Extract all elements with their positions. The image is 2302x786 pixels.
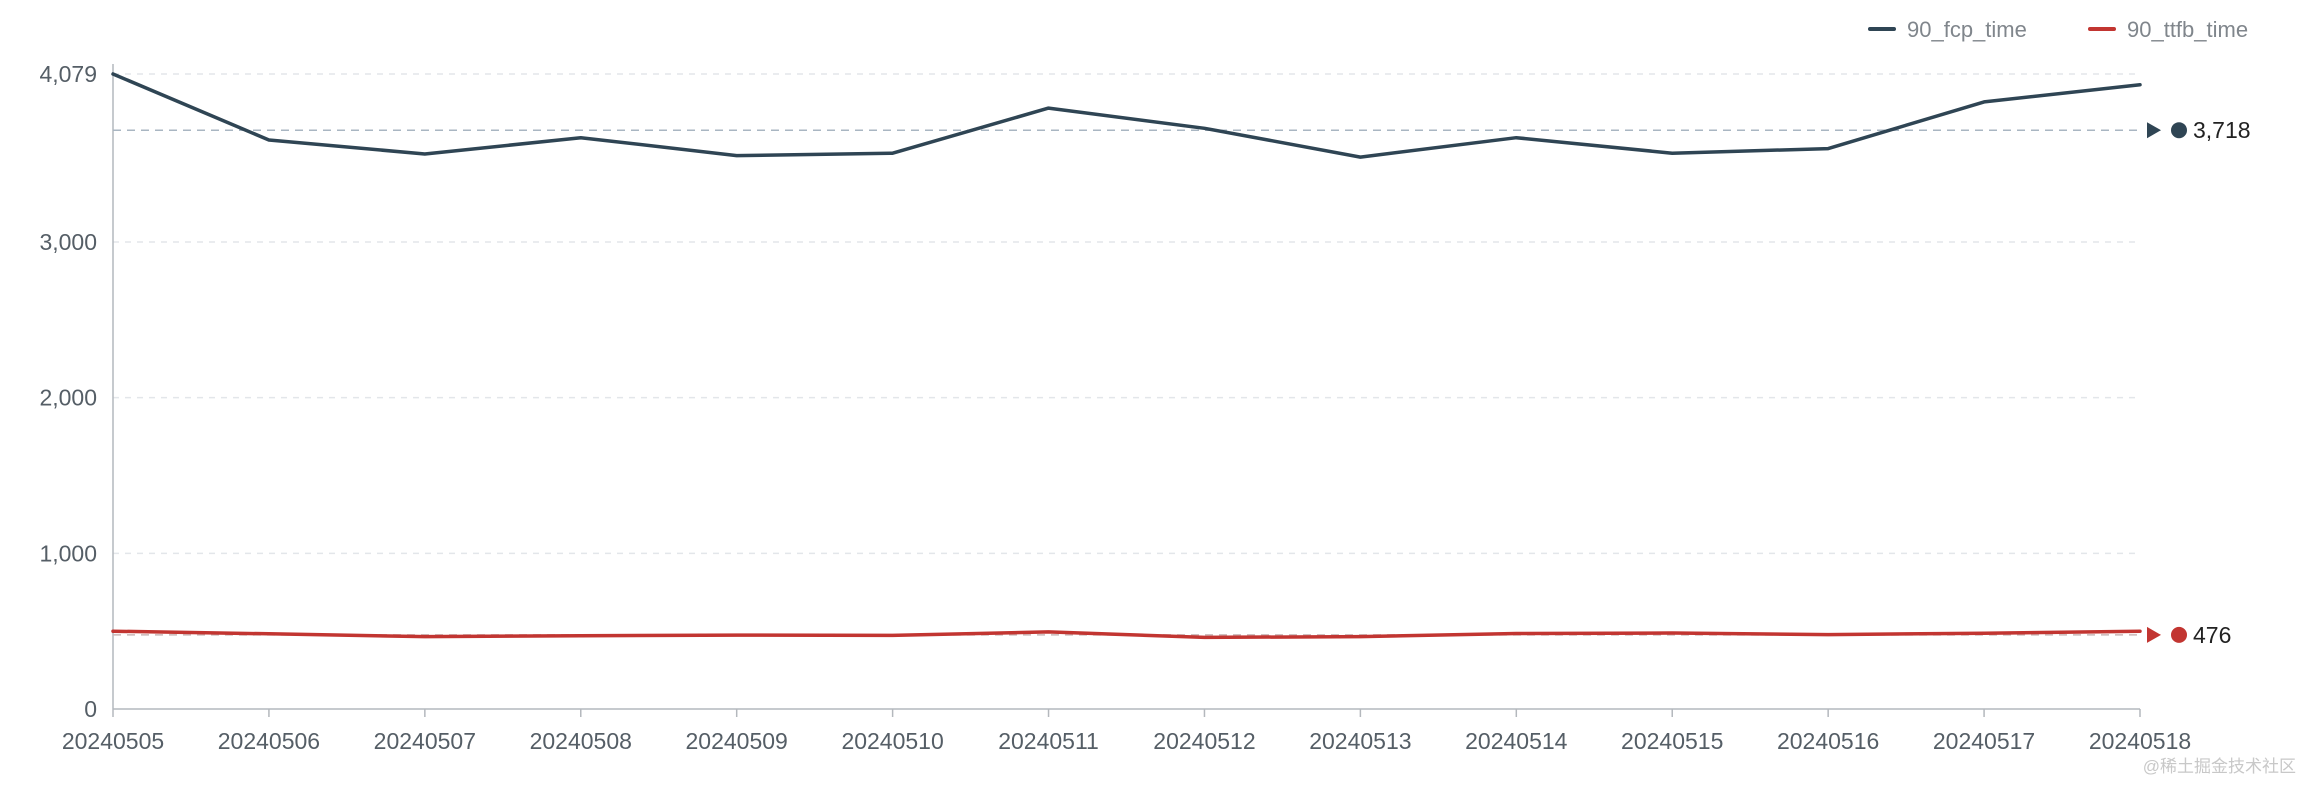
mean-arrow bbox=[2147, 122, 2161, 139]
x-tick-label: 20240513 bbox=[1309, 728, 1411, 754]
legend[interactable]: 90_fcp_time 90_ttfb_time bbox=[1868, 17, 2248, 42]
legend-label: 90_fcp_time bbox=[1907, 17, 2027, 42]
y-tick-label: 1,000 bbox=[39, 540, 97, 566]
mean-value-label: 476 bbox=[2193, 622, 2231, 648]
x-tick-label: 20240506 bbox=[218, 728, 320, 754]
legend-label: 90_ttfb_time bbox=[2127, 17, 2248, 42]
x-tick-label: 20240517 bbox=[1933, 728, 2035, 754]
mean-arrow bbox=[2147, 626, 2161, 643]
y-tick-label: 3,000 bbox=[39, 229, 97, 255]
y-tick-label: 2,000 bbox=[39, 385, 97, 411]
x-tick-label: 20240507 bbox=[374, 728, 476, 754]
x-tick-label: 20240508 bbox=[530, 728, 632, 754]
x-tick-label: 20240505 bbox=[62, 728, 164, 754]
watermark-text: @稀土掘金技术社区 bbox=[2143, 757, 2296, 776]
y-tick-label: 0 bbox=[84, 696, 97, 722]
x-tick-label: 20240514 bbox=[1465, 728, 1568, 754]
mean-value-label: 3,718 bbox=[2193, 117, 2251, 143]
x-tick-label: 20240515 bbox=[1621, 728, 1723, 754]
x-tick-label: 20240516 bbox=[1777, 728, 1879, 754]
x-tick-label: 20240509 bbox=[686, 728, 788, 754]
mean-dot bbox=[2171, 122, 2187, 139]
y-tick-label: 4,079 bbox=[39, 61, 97, 87]
axes: 0 1,000 2,000 3,000 4,079 20240505 20240506 202… bbox=[39, 61, 2191, 754]
x-tick-label: 20240510 bbox=[841, 728, 943, 754]
legend-item-90_ttfb_time[interactable]: 90_ttfb_time bbox=[2088, 17, 2248, 42]
series-line-90_ttfb_time bbox=[111, 629, 2142, 640]
x-tick-label: 20240518 bbox=[2089, 728, 2191, 754]
mean-lines: 3,718 476 bbox=[113, 117, 2251, 648]
series-line-90_fcp_time bbox=[111, 72, 2142, 159]
series-lines bbox=[111, 72, 2142, 640]
mean-dot bbox=[2171, 626, 2187, 643]
x-tick-label: 20240512 bbox=[1153, 728, 1255, 754]
legend-item-90_fcp_time[interactable]: 90_fcp_time bbox=[1868, 17, 2027, 42]
x-tick-label: 20240511 bbox=[998, 728, 1099, 754]
grid-lines bbox=[113, 73, 2140, 555]
